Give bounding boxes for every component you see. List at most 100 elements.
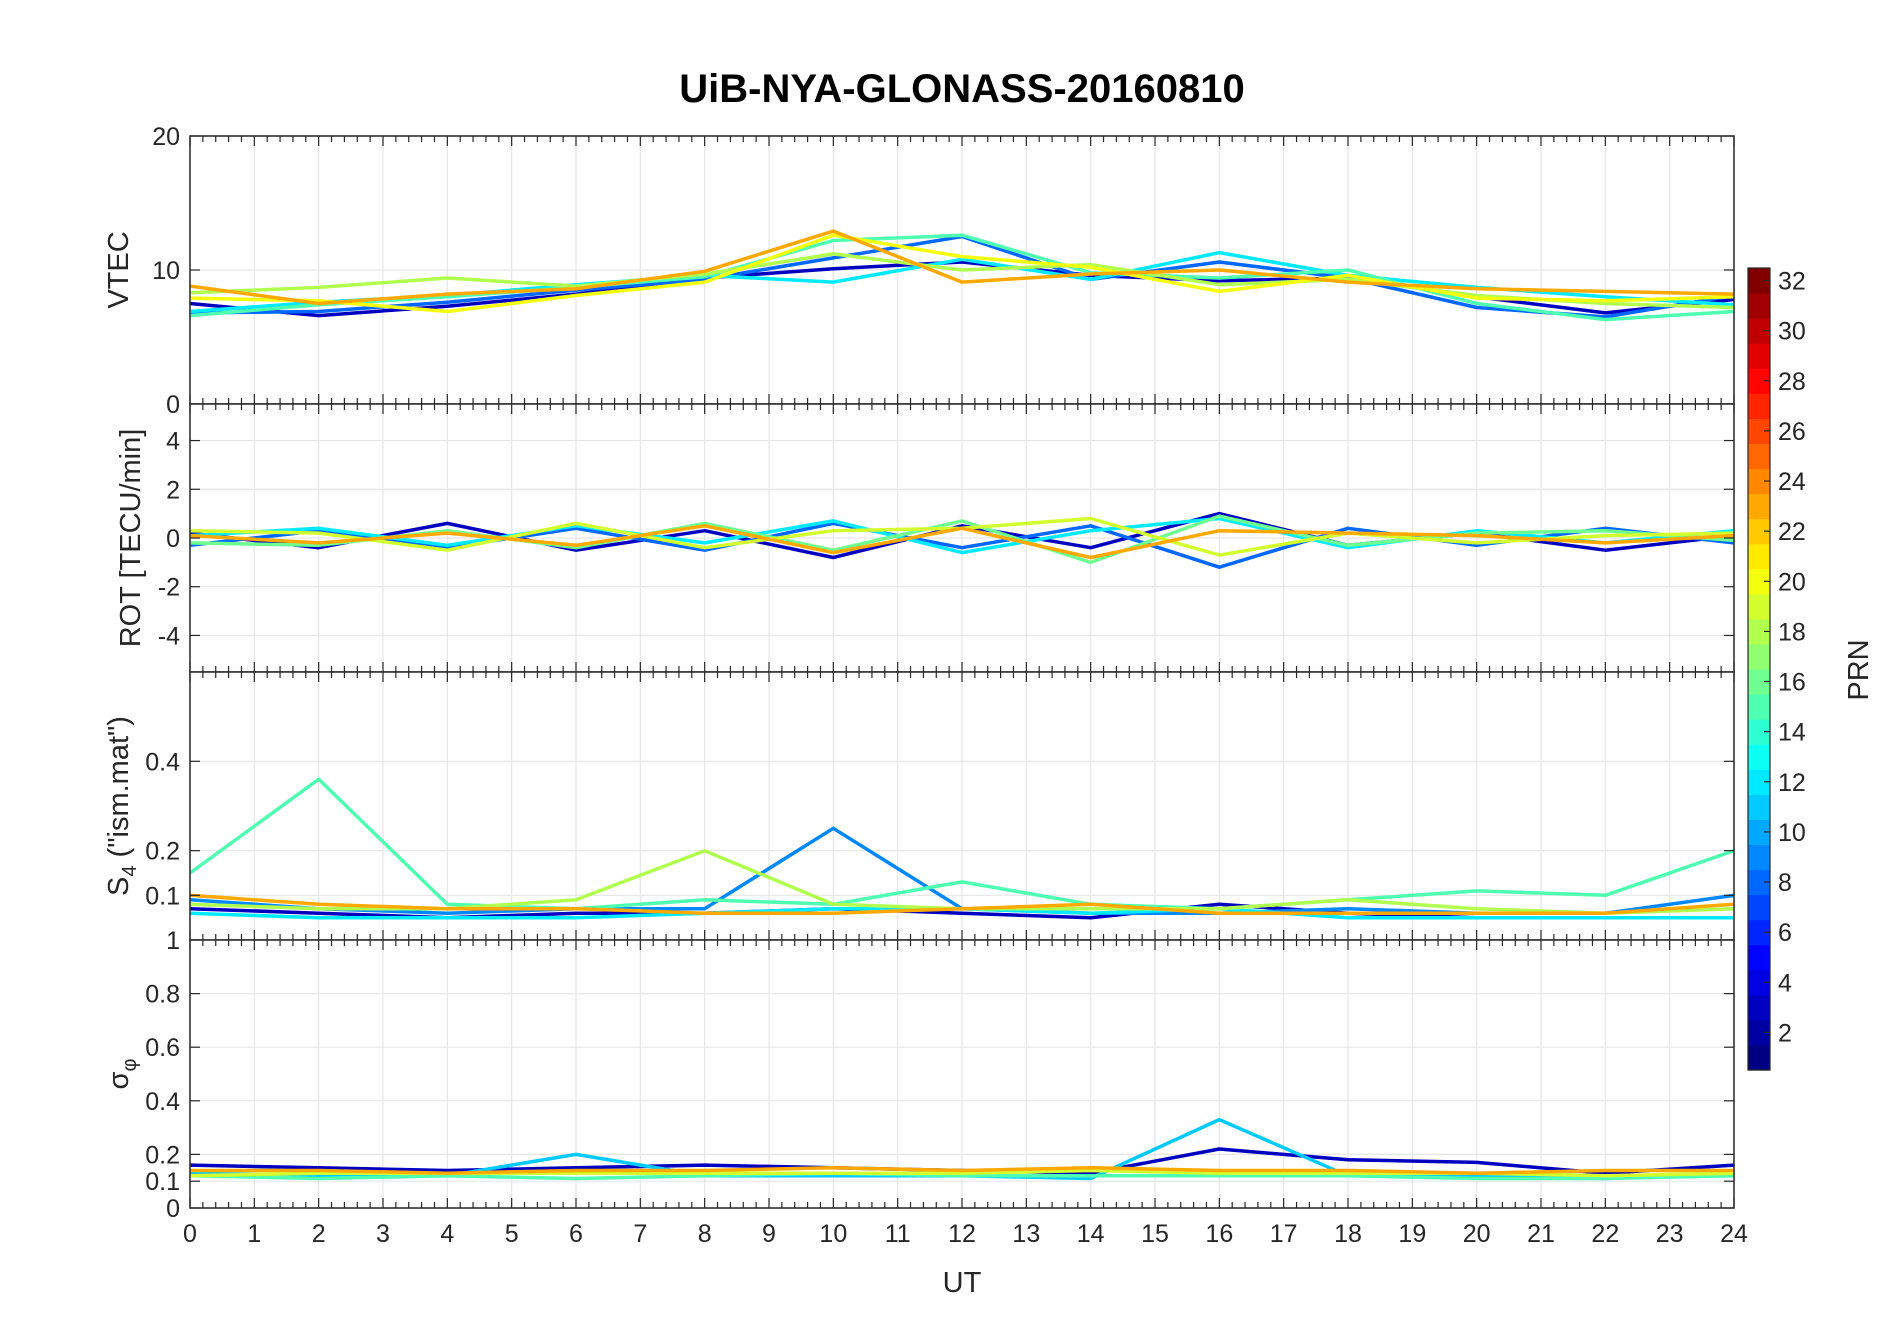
y-tick-label: -4 <box>158 622 180 650</box>
colorbar-bin <box>1748 844 1770 871</box>
series-line-prn-12 <box>190 516 1734 555</box>
y-tick-label: 2 <box>166 476 180 504</box>
x-tick-label: 24 <box>1720 1220 1748 1248</box>
series-line-prn-23 <box>190 1166 1734 1175</box>
series-line-prn-23 <box>190 229 1734 306</box>
x-tick-label: 5 <box>505 1220 519 1248</box>
x-tick-label: 23 <box>1656 1220 1684 1248</box>
x-tick-label: 1 <box>247 1220 261 1248</box>
colorbar-bin <box>1748 493 1770 520</box>
series-line-prn-15 <box>190 1171 1734 1181</box>
colorbar-bin <box>1748 593 1770 620</box>
x-tick-label: 8 <box>698 1220 712 1248</box>
y-axis-label-sigma_phi: σφ <box>103 1059 141 1090</box>
panel-vtec: 0 10 20 VTEC <box>103 123 1735 419</box>
y-tick-label: 0 <box>166 391 180 419</box>
colorbar-tick-label: 4 <box>1778 969 1792 997</box>
series-group <box>190 777 1734 920</box>
x-tick-label: 2 <box>312 1220 326 1248</box>
colorbar-tick-label: 10 <box>1778 819 1806 847</box>
colorbar-bin <box>1748 869 1770 896</box>
x-tick-label: 10 <box>819 1220 847 1248</box>
y-axis-label-rot: ROT [TECU/min] <box>115 429 147 648</box>
y-tick-label: 0 <box>166 525 180 553</box>
colorbar-bin <box>1748 268 1770 294</box>
colorbar-bin <box>1748 643 1770 670</box>
colorbar-tick-label: 14 <box>1778 719 1806 747</box>
x-tick-label: 11 <box>885 1220 911 1248</box>
colorbar-bin <box>1748 944 1770 971</box>
x-axis-label: UT <box>943 1267 982 1299</box>
y-tick-label: 0.2 <box>145 838 180 866</box>
colorbar-bin <box>1748 568 1770 595</box>
y-tick-label: 0.2 <box>145 1141 180 1169</box>
x-tick-labels: 0 1 2 3 4 5 6 7 8 9 10 11 12 13 14 15 16 17 18 19 20 21 22 23 24 <box>183 1220 1748 1248</box>
colorbar-bin <box>1748 919 1770 946</box>
colorbar-bin <box>1748 794 1770 820</box>
y-tick-label: 0.1 <box>145 1168 180 1196</box>
y-tick-label: 0.6 <box>145 1034 180 1062</box>
series-line-prn-15 <box>190 777 1734 911</box>
colorbar-tick-label: 32 <box>1778 268 1806 296</box>
series-group <box>190 1117 1734 1181</box>
colorbar-bin <box>1748 343 1770 369</box>
x-tick-label: 16 <box>1205 1220 1233 1248</box>
colorbar-bin <box>1748 894 1770 921</box>
y-tick-label: 0.4 <box>145 748 180 776</box>
colorbar-bin <box>1748 1044 1770 1071</box>
colorbar-bin <box>1748 293 1770 319</box>
x-tick-label: 12 <box>948 1220 976 1248</box>
colorbar-bin <box>1748 1019 1770 1046</box>
x-tick-label: 22 <box>1591 1220 1619 1248</box>
y-tick-label: 0.1 <box>145 882 180 910</box>
y-axis-label-tail: ("ism.mat") <box>103 716 135 865</box>
series-line-prn-8 <box>190 521 1734 569</box>
panel-s4: 0.10.20.4S4 ("ism.mat") <box>103 671 1735 941</box>
colorbar-bin <box>1748 719 1770 745</box>
x-tick-label: 9 <box>762 1220 776 1248</box>
x-tick-label: 21 <box>1527 1220 1555 1248</box>
x-tick-label: 20 <box>1463 1220 1491 1248</box>
y-tick-label: 1 <box>166 927 180 955</box>
series-line-prn-16 <box>190 514 1734 565</box>
y-axis-label-subscript: φ <box>119 1059 141 1072</box>
x-tick-label: 15 <box>1141 1220 1169 1248</box>
x-tick-label: 13 <box>1012 1220 1040 1248</box>
colorbar-bin <box>1748 669 1770 695</box>
colorbar-tick-label: 2 <box>1778 1019 1792 1047</box>
series-group <box>190 511 1734 569</box>
colorbar-bin <box>1748 468 1770 495</box>
x-tick-label: 17 <box>1270 1220 1298 1248</box>
colorbar-bin <box>1748 518 1770 545</box>
colorbar-bin <box>1748 543 1770 570</box>
colorbar-bin <box>1748 318 1770 344</box>
x-tick-label: 7 <box>633 1220 647 1248</box>
colorbar-bin <box>1748 819 1770 846</box>
colorbar-bin <box>1748 994 1770 1021</box>
y-tick-label: 0.4 <box>145 1088 180 1116</box>
x-tick-label: 6 <box>569 1220 583 1248</box>
chart-title: UiB-NYA-GLONASS-20160810 <box>679 67 1244 111</box>
colorbar-bin <box>1748 418 1770 445</box>
colorbar-label: PRN <box>1843 639 1875 700</box>
colorbar-bin <box>1748 443 1770 470</box>
x-tick-label: 19 <box>1398 1220 1426 1248</box>
colorbar-tick-label: 18 <box>1778 618 1806 646</box>
y-tick-label: 0 <box>166 1195 180 1223</box>
colorbar-tick-label: 20 <box>1778 568 1806 596</box>
y-axis-label-subscript: 4 <box>119 866 141 877</box>
colorbar-bin <box>1748 393 1770 419</box>
x-tick-label: 3 <box>376 1220 390 1248</box>
colorbar-tick-label: 12 <box>1778 769 1806 797</box>
colorbar-bin <box>1748 694 1770 720</box>
y-tick-label: -2 <box>158 574 180 602</box>
panel-sigma_phi: 00.10.2 0.4 0.6 0.8 1 σφ <box>103 927 1735 1223</box>
y-axis-label-main: σ <box>103 1071 135 1089</box>
x-tick-label: 0 <box>183 1220 197 1248</box>
colorbar-tick-label: 28 <box>1778 368 1806 396</box>
series-group <box>190 229 1734 322</box>
colorbar-tick-label: 24 <box>1778 468 1806 496</box>
colorbar-tick-label: 30 <box>1778 318 1806 346</box>
series-line-prn-15 <box>190 233 1734 322</box>
